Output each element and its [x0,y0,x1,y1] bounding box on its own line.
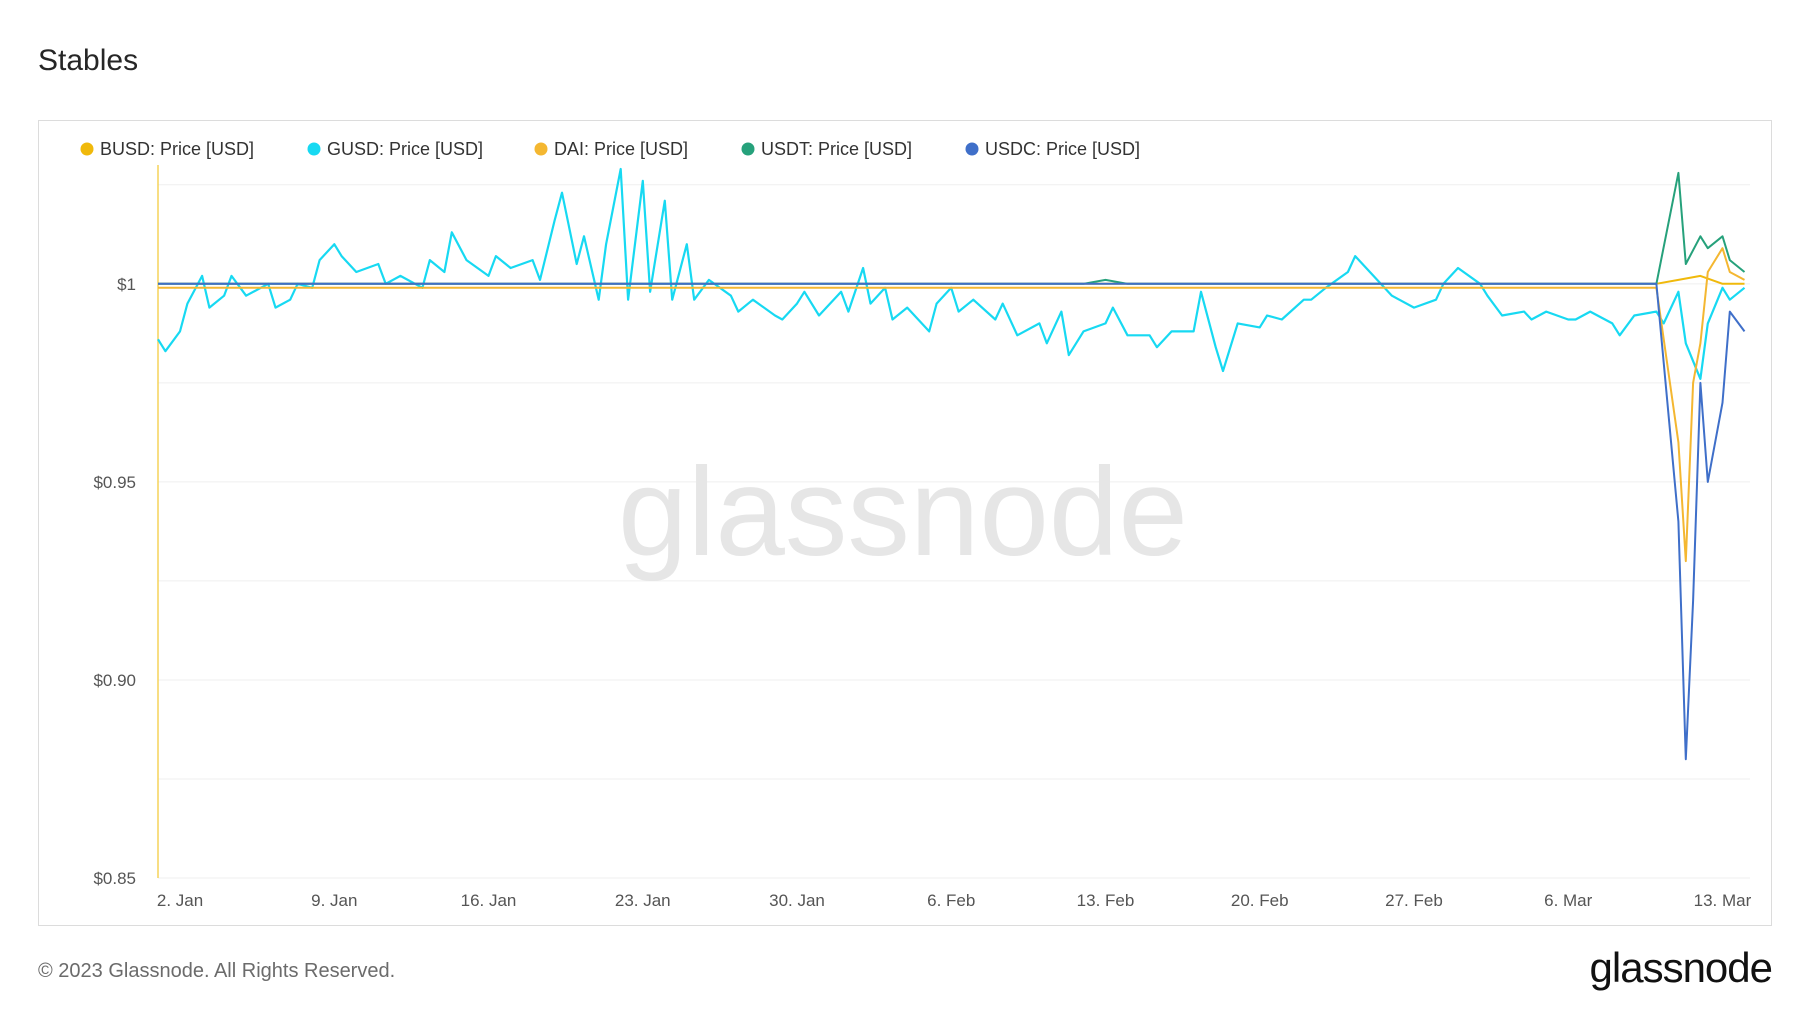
legend-item[interactable]: USDC: Price [USD] [965,139,1141,159]
x-tick-label: 30. Jan [769,891,825,910]
x-tick-label: 13. Feb [1077,891,1135,910]
legend-item[interactable]: USDT: Price [USD] [741,139,913,159]
legend-item[interactable]: GUSD: Price [USD] [307,139,484,159]
legend-label: GUSD: Price [USD] [327,139,483,159]
x-tick-label: 6. Mar [1544,891,1593,910]
x-tick-label: 27. Feb [1385,891,1443,910]
y-tick-label: $0.85 [93,869,136,888]
legend-marker [741,142,755,156]
legend-label: BUSD: Price [USD] [100,139,254,159]
glassnode-logo: glassnode [1589,944,1773,991]
legend-marker [534,142,548,156]
series-line-gusd [157,167,1746,380]
footer-copyright: © 2023 Glassnode. All Rights Reserved. [38,960,396,982]
legend-marker [965,142,979,156]
watermark-text: glassnode [618,443,1188,582]
x-tick-label: 23. Jan [615,891,671,910]
series-lines [157,167,1746,761]
line-chart: glassnode $1 $0.95 $0.90 $0.85 2. Jan 9. Jan… [80,139,1752,910]
y-axis: $1 $0.95 $0.90 $0.85 [93,275,136,888]
series-line-dai [158,247,1745,563]
legend-label: USDT: Price [USD] [761,139,912,159]
y-tick-label: $0.90 [93,671,136,690]
legend-label: USDC: Price [USD] [985,139,1140,159]
legend: BUSD: Price [USD] GUSD: Price [USD] DAI: P… [80,139,1141,159]
chart-title: Stables [38,44,139,77]
x-axis: 2. Jan 9. Jan 16. Jan 23. Jan 30. Jan 6. Feb 1… [157,891,1752,910]
legend-marker [307,142,321,156]
legend-label: DAI: Price [USD] [554,139,688,159]
x-tick-label: 13. Mar [1694,891,1752,910]
legend-marker [80,142,94,156]
y-tick-label: $0.95 [93,473,136,492]
x-tick-label: 9. Jan [311,891,357,910]
series-line-usdc [158,282,1746,761]
legend-item[interactable]: BUSD: Price [USD] [80,139,255,159]
x-tick-label: 2. Jan [157,891,203,910]
x-tick-label: 20. Feb [1231,891,1289,910]
x-tick-label: 16. Jan [461,891,517,910]
series-line-usdt [158,171,1746,285]
y-tick-label: $1 [117,275,136,294]
legend-item[interactable]: DAI: Price [USD] [534,139,689,159]
chart-frame [38,120,1772,926]
x-tick-label: 6. Feb [927,891,975,910]
